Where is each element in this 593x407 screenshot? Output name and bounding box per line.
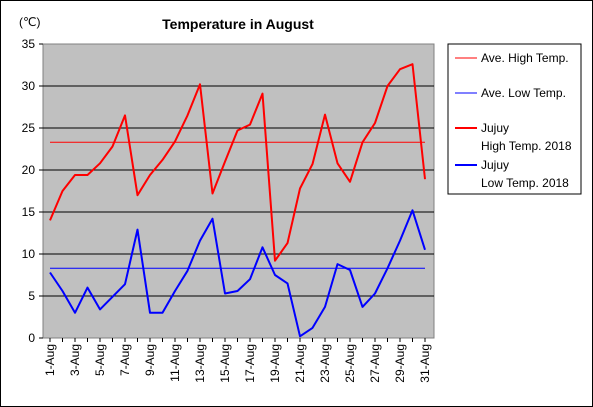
legend-label: Jujuy xyxy=(481,158,509,172)
series-line-3 xyxy=(49,63,426,262)
x-axis-ticks: 1-Aug 3-Aug 5-Aug 7-Aug 9-Aug 11-Aug 13-Aug 15-… xyxy=(43,338,432,383)
x-tick-label: 9-Aug xyxy=(143,344,157,376)
legend-label: High Temp. 2018 xyxy=(481,139,572,153)
x-tick-label: 19-Aug xyxy=(268,344,282,383)
x-tick-label: 17-Aug xyxy=(243,344,257,383)
x-tick-label: 3-Aug xyxy=(68,344,82,376)
legend-label: Jujuy xyxy=(481,121,509,135)
legend-label: Ave. High Temp. xyxy=(481,51,569,65)
y-tick-label: 35 xyxy=(22,37,36,51)
x-tick-label: 29-Aug xyxy=(393,344,407,383)
y-unit-label: (℃) xyxy=(19,15,40,29)
legend: Ave. High Temp. Ave. Low Temp. Jujuy High T… xyxy=(447,43,582,195)
x-tick-label: 11-Aug xyxy=(168,344,182,382)
series-line-4 xyxy=(49,209,426,338)
legend-label: Ave. Low Temp. xyxy=(481,86,566,100)
y-tick-label: 0 xyxy=(28,331,35,345)
x-tick-label: 7-Aug xyxy=(118,344,132,376)
x-tick-label: 13-Aug xyxy=(193,344,207,383)
legend-label: Low Temp. 2018 xyxy=(481,176,569,190)
x-tick-label: 21-Aug xyxy=(293,344,307,383)
chart-title: Temperature in August xyxy=(162,16,314,32)
x-tick-label: 23-Aug xyxy=(318,344,332,383)
series-lines xyxy=(49,63,426,338)
y-tick-label: 20 xyxy=(22,163,36,177)
y-tick-label: 25 xyxy=(22,121,36,135)
x-tick-label: 31-Aug xyxy=(418,344,432,383)
y-axis-ticks: 0 5 10 15 20 25 30 35 xyxy=(22,37,43,345)
y-tick-label: 30 xyxy=(22,79,36,93)
x-tick-label: 15-Aug xyxy=(218,344,232,383)
y-tick-label: 10 xyxy=(22,247,36,261)
x-tick-label: 1-Aug xyxy=(43,344,57,376)
legend-box xyxy=(447,43,582,195)
gridlines xyxy=(43,85,434,297)
x-tick-label: 25-Aug xyxy=(343,344,357,383)
x-tick-label: 27-Aug xyxy=(368,344,382,383)
y-tick-label: 15 xyxy=(22,205,36,219)
y-tick-label: 5 xyxy=(28,289,35,303)
x-tick-label: 5-Aug xyxy=(93,344,107,376)
